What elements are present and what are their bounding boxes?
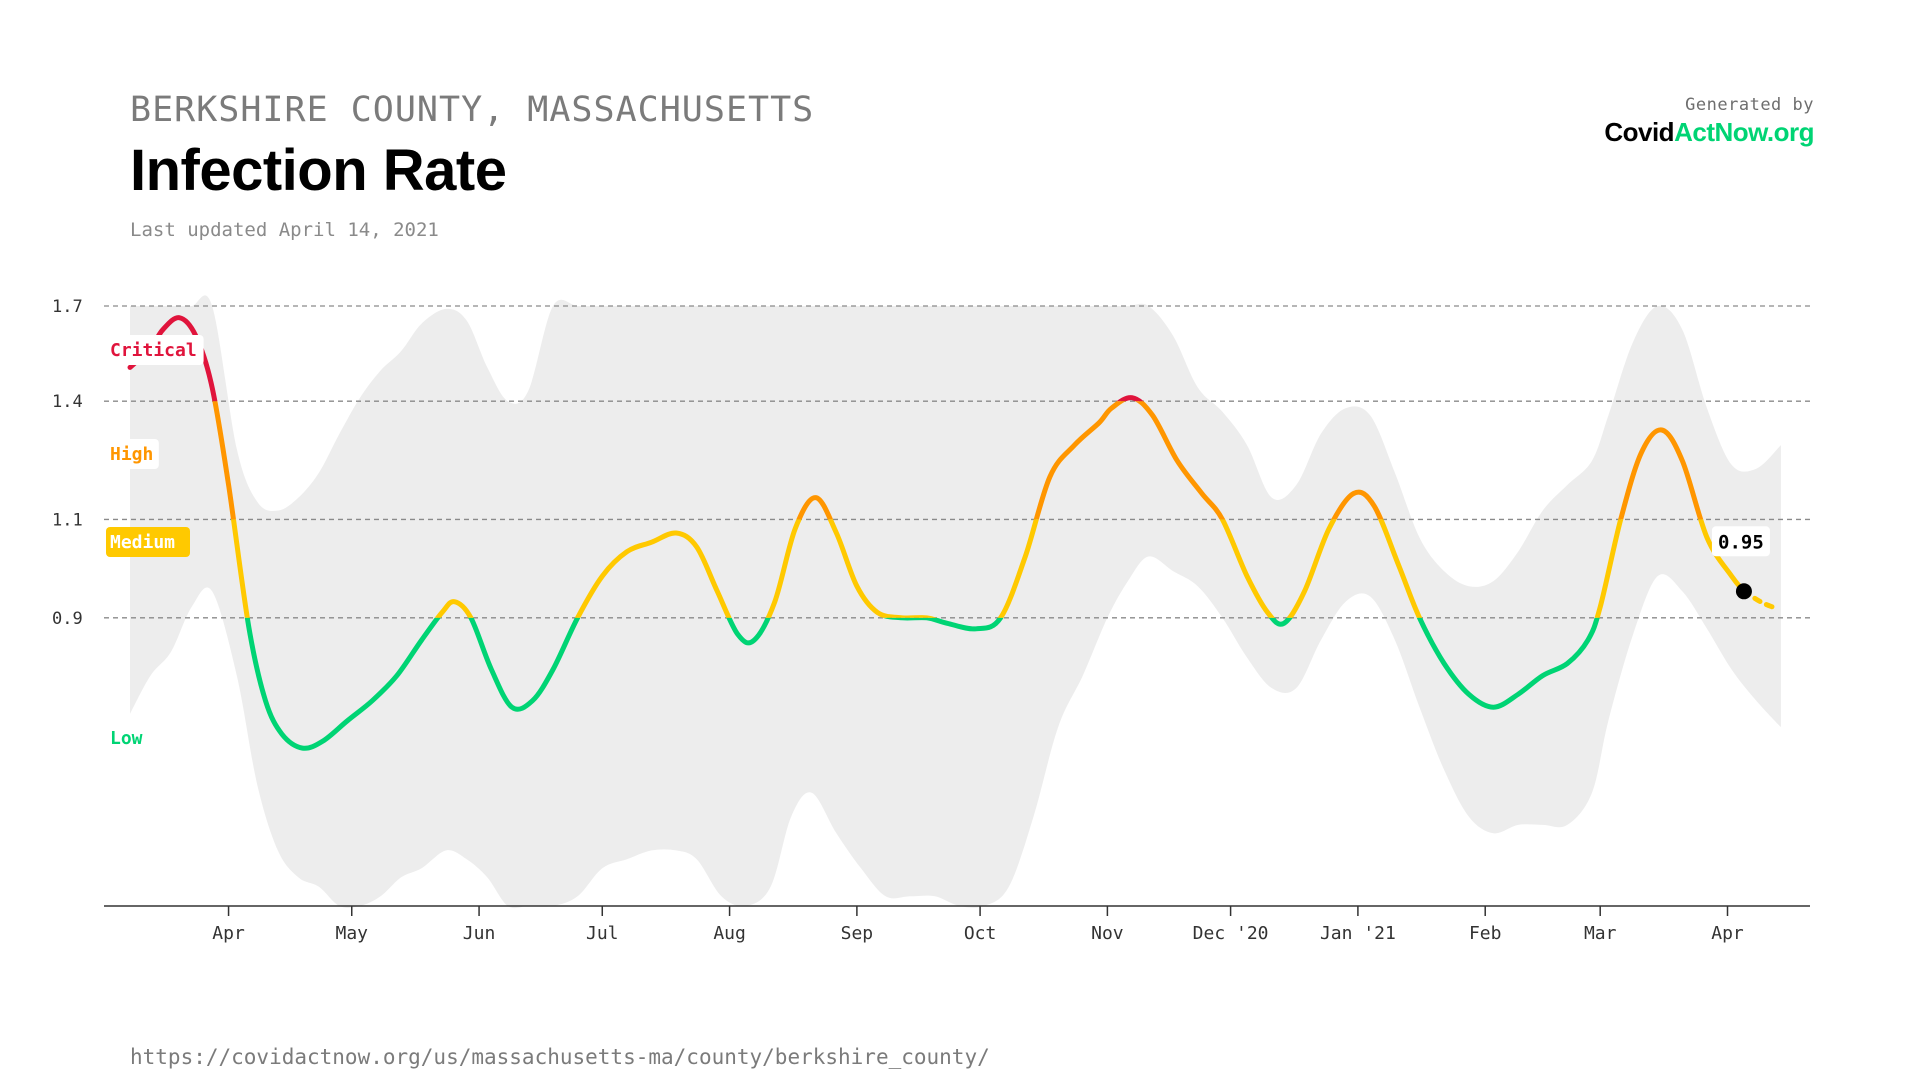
chart-title: Infection Rate (130, 138, 507, 203)
x-tick-label: Feb (1469, 923, 1502, 944)
x-tick-label: Oct (964, 923, 997, 944)
x-tick-label: Mar (1584, 923, 1617, 944)
x-tick-label: Apr (212, 923, 245, 944)
covid-act-now-logo[interactable]: CovidActNow.org (1604, 117, 1814, 148)
brand-block: Generated by CovidActNow.org (1604, 95, 1814, 148)
x-tick-label: May (336, 923, 369, 944)
last-updated-text: Last updated April 14, 2021 (130, 219, 439, 241)
y-tick-label: 1.4 (52, 392, 83, 412)
level-badge-medium (106, 527, 190, 557)
series-line-medium (230, 519, 1747, 618)
level-label-bg-critical (106, 335, 204, 365)
y-tick-label: 0.9 (52, 609, 83, 629)
x-tick-label: Nov (1091, 923, 1124, 944)
x-tick-label: Jun (463, 923, 496, 944)
logo-part-covid: Covid (1604, 117, 1675, 147)
x-tick-label: Jul (586, 923, 619, 944)
x-tick-label: Jan '21 (1320, 923, 1396, 944)
confidence-band (130, 295, 1781, 909)
x-tick-label: Sep (841, 923, 874, 944)
logo-part-actnow: ActNow.org (1674, 117, 1814, 147)
level-label-bg-low (106, 723, 148, 753)
x-tick-label: Dec '20 (1193, 923, 1269, 944)
y-tick-label: 1.1 (52, 510, 83, 530)
level-label-bg-high (106, 439, 159, 469)
level-label-high: High (110, 444, 153, 465)
current-value-bg (1711, 526, 1770, 557)
level-label-medium: Medium (110, 532, 175, 553)
level-label-critical: Critical (110, 340, 197, 361)
current-value-label: 0.95 (1718, 531, 1764, 553)
x-tick-label: Apr (1711, 923, 1744, 944)
level-label-low: Low (110, 728, 143, 749)
source-url[interactable]: https://covidactnow.org/us/massachusetts… (130, 1045, 990, 1069)
generated-by-label: Generated by (1685, 95, 1814, 115)
location-subtitle: BERKSHIRE COUNTY, MASSACHUSETTS (130, 90, 815, 130)
current-value-dot (1735, 583, 1752, 600)
series-line-low (244, 617, 1600, 751)
x-tick-label: Aug (713, 923, 746, 944)
y-tick-label: 1.7 (52, 297, 83, 317)
